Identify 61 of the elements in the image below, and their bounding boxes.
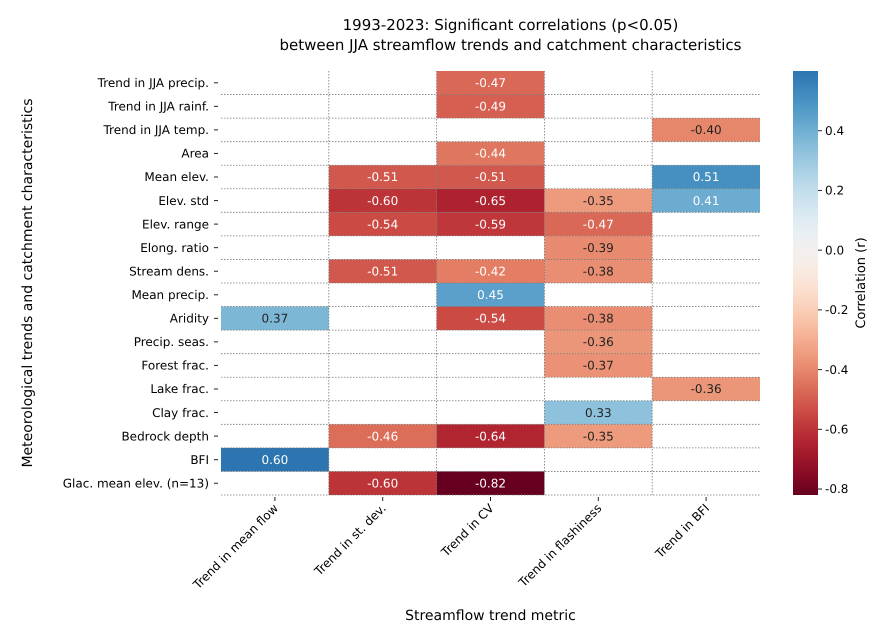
y-tick-label: Trend in JJA temp. <box>102 123 209 138</box>
y-tick-label: Glac. mean elev. (n=13) <box>62 476 209 490</box>
y-tick-label: Elong. ratio <box>140 240 209 255</box>
y-axis-title: Meteorological trends and catchment characteristics <box>20 98 36 468</box>
y-tick-label: Lake frac. <box>150 382 209 396</box>
y-tick-label: Clay frac. <box>152 406 209 420</box>
y-tick-label: Stream dens. <box>129 264 209 278</box>
data-label: -0.39 <box>582 240 614 255</box>
data-label: -0.51 <box>367 170 398 184</box>
color-bar-label: 0.2 <box>825 184 844 198</box>
data-label: 0.37 <box>262 312 288 326</box>
y-tick-label: Trend in JJA rainf. <box>107 100 209 114</box>
y-tick-label: Area <box>181 146 209 161</box>
data-label: -0.49 <box>474 100 506 114</box>
data-label: -0.47 <box>582 217 614 232</box>
data-label: -0.38 <box>582 312 614 326</box>
color-bar-title: Correlation (r) <box>854 237 869 329</box>
y-tick-label: Forest frac. <box>141 358 209 373</box>
data-label: -0.51 <box>474 170 506 184</box>
data-label: -0.42 <box>474 264 506 278</box>
data-label: -0.59 <box>474 217 506 232</box>
y-tick-label: Elev. range <box>142 217 209 232</box>
data-label: -0.65 <box>474 194 506 208</box>
data-label: 0.51 <box>692 170 720 184</box>
data-label: -0.36 <box>690 382 722 396</box>
data-label: -0.82 <box>474 476 506 490</box>
y-tick-label: Trend in JJA precip. <box>96 76 209 90</box>
data-label: -0.54 <box>474 312 506 326</box>
data-label: -0.46 <box>367 429 398 444</box>
data-label: -0.35 <box>582 429 614 444</box>
data-label: -0.47 <box>474 76 506 90</box>
color-bar-label: 0.4 <box>825 124 844 138</box>
chart-title: 1993-2023: Significant correlations (p<0.05) between JJA streamflow trends and catchment characteristics <box>279 16 742 54</box>
data-label: -0.60 <box>367 194 398 208</box>
data-label: -0.36 <box>582 335 614 350</box>
y-tick-label: Elev. std <box>158 194 209 208</box>
y-tick-label: Precip. seas. <box>134 335 209 350</box>
color-bar-label: -0.4 <box>825 362 848 377</box>
color-bar-label: -0.6 <box>825 422 848 437</box>
data-label: -0.60 <box>367 476 398 490</box>
data-label: 0.41 <box>692 194 720 208</box>
y-tick-label: Mean elev. <box>144 170 209 184</box>
data-label: -0.40 <box>690 123 722 138</box>
color-bar-label: 0.0 <box>825 243 844 258</box>
data-label: -0.64 <box>474 429 506 444</box>
y-tick-label: BFI <box>190 452 209 467</box>
y-tick-label: Mean precip. <box>131 288 209 302</box>
data-label: -0.51 <box>367 264 398 278</box>
data-label: -0.44 <box>474 146 506 161</box>
data-label: 0.60 <box>262 452 288 467</box>
y-tick-label: Bedrock depth <box>121 429 209 444</box>
y-tick-label: Aridity <box>170 312 209 326</box>
color-bar-label: -0.2 <box>825 303 848 318</box>
color-bar-label: -0.8 <box>825 482 848 496</box>
data-label: 0.45 <box>477 288 504 302</box>
data-label: -0.35 <box>582 194 614 208</box>
x-axis-title: Streamflow trend metric <box>405 608 576 624</box>
data-label: -0.54 <box>367 217 398 232</box>
data-label: 0.33 <box>584 406 612 420</box>
data-label: -0.38 <box>582 264 614 278</box>
data-label: -0.37 <box>582 358 614 373</box>
